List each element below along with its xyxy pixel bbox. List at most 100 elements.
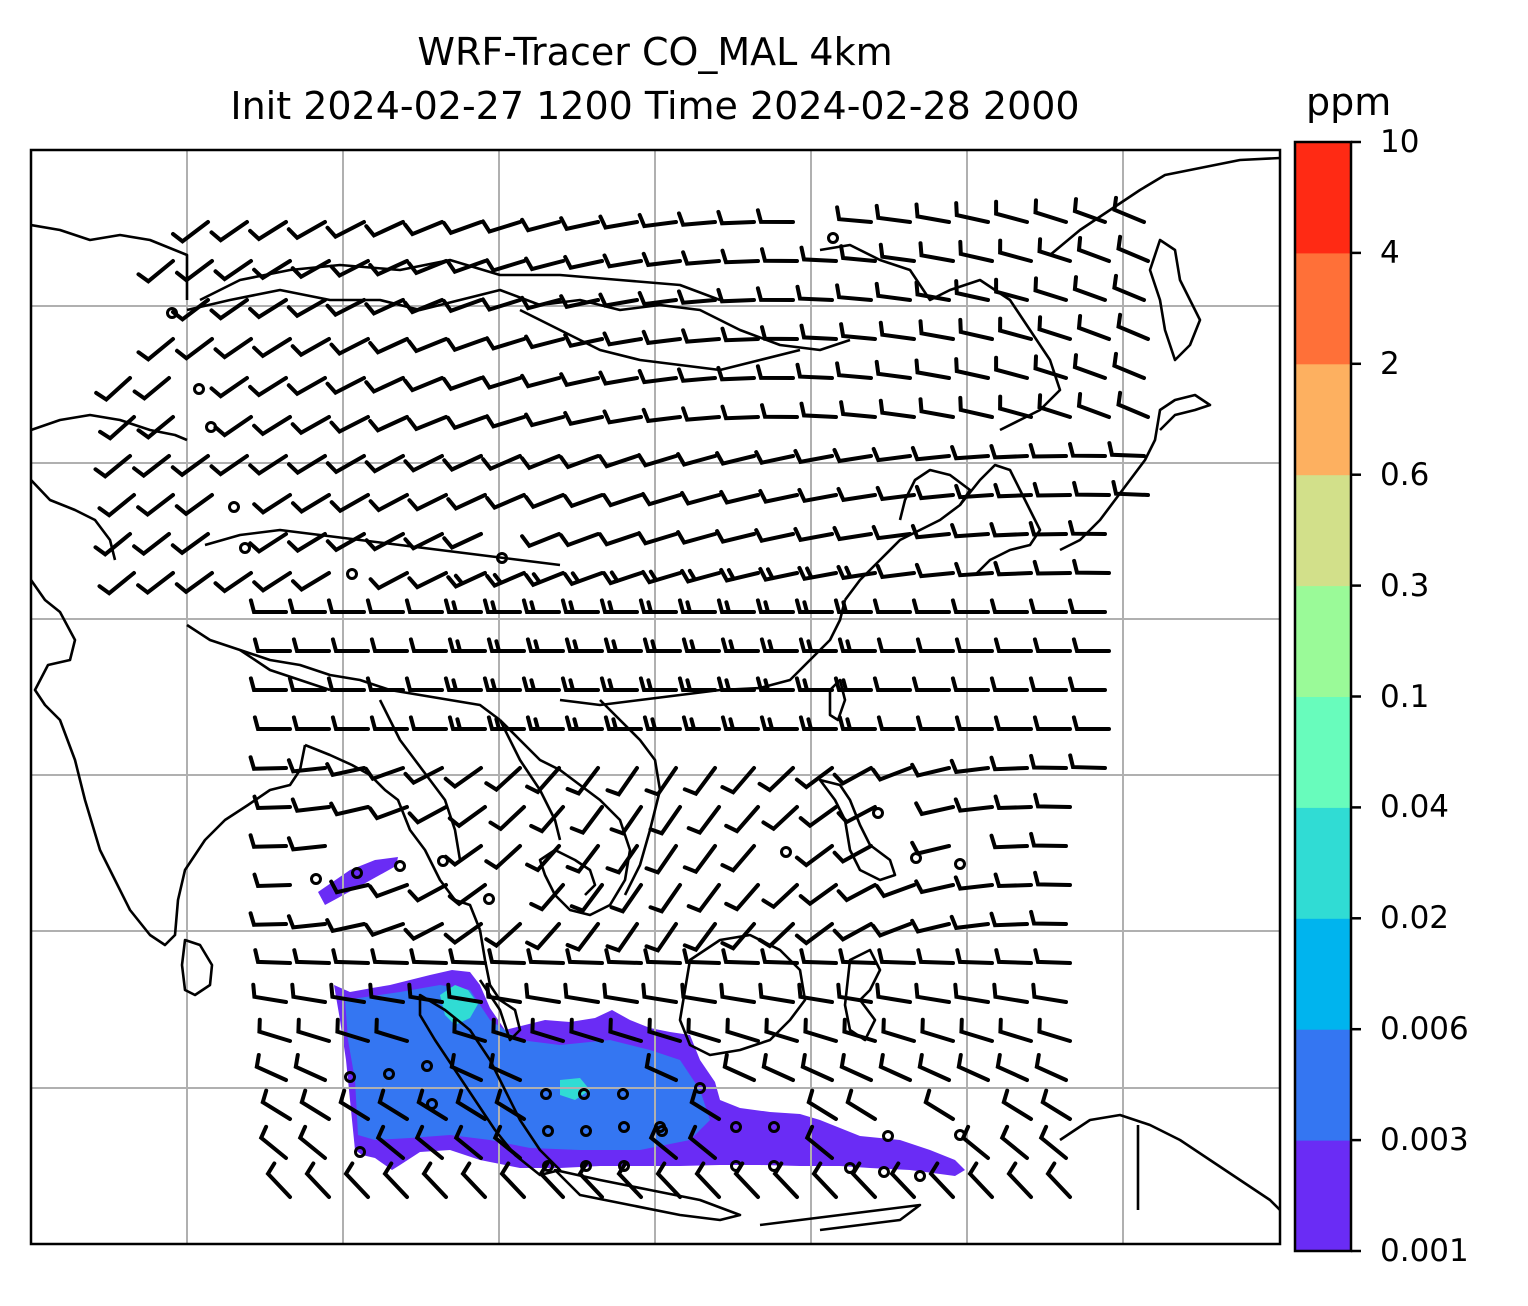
wind-barb bbox=[325, 918, 366, 934]
wind-barb bbox=[799, 401, 838, 419]
wind-barb bbox=[364, 766, 405, 782]
coast-sumatra bbox=[418, 993, 562, 1177]
wind-barb bbox=[520, 532, 561, 549]
wind-barb bbox=[616, 1161, 643, 1199]
wind-barb bbox=[1032, 637, 1072, 653]
wind-barb bbox=[953, 982, 990, 1004]
wind-barb bbox=[290, 337, 331, 358]
wind-barb bbox=[910, 446, 951, 462]
wind-barb bbox=[484, 844, 522, 871]
wind-barb bbox=[725, 1017, 760, 1043]
wind-barb bbox=[443, 844, 483, 868]
coast-borneo bbox=[678, 933, 807, 1057]
wind-barb bbox=[889, 1161, 916, 1199]
wind-barb bbox=[798, 715, 838, 731]
wind-barb bbox=[486, 715, 526, 731]
coast-japan bbox=[1059, 393, 1212, 552]
wind-barb bbox=[530, 1017, 565, 1043]
wind-barb bbox=[989, 755, 1029, 772]
wind-barb bbox=[999, 1124, 1029, 1160]
wind-barb bbox=[520, 373, 561, 389]
coast-new-guinea bbox=[1059, 1113, 1280, 1211]
wind-barb bbox=[286, 836, 327, 852]
wind-barb bbox=[954, 561, 994, 578]
wind-barb bbox=[171, 220, 210, 244]
plume-mid-band bbox=[345, 985, 710, 1150]
wind-barb bbox=[252, 872, 292, 889]
wind-barb bbox=[872, 598, 912, 614]
wind-barb bbox=[724, 805, 760, 834]
wind-barb bbox=[956, 1053, 990, 1082]
wind-barb bbox=[343, 1161, 370, 1199]
wind-barb bbox=[998, 394, 1033, 419]
wind-barb bbox=[492, 1124, 522, 1160]
wind-barb bbox=[719, 490, 760, 505]
wind-barb bbox=[1033, 276, 1068, 302]
wind-barb bbox=[1072, 480, 1111, 497]
wind-barb bbox=[330, 637, 370, 653]
wind-barb bbox=[564, 715, 604, 731]
wind-barb bbox=[836, 982, 873, 1004]
wind-barb bbox=[637, 291, 678, 307]
coast-vietnam bbox=[599, 699, 662, 896]
wind-barb bbox=[368, 883, 409, 899]
colorbar-tick-label: 4 bbox=[1380, 234, 1400, 271]
wind-barb bbox=[598, 292, 639, 308]
wind-barb bbox=[638, 676, 678, 692]
wind-barb bbox=[757, 922, 795, 949]
wind-barb bbox=[481, 219, 522, 234]
wind-barb bbox=[170, 532, 210, 556]
wind-barb bbox=[598, 370, 639, 386]
wind-barb bbox=[720, 844, 756, 873]
wind-barb bbox=[759, 637, 799, 653]
calm-wind-marker bbox=[618, 1121, 630, 1133]
wind-barb bbox=[605, 844, 639, 875]
wind-barb bbox=[914, 202, 951, 224]
wind-barb bbox=[754, 450, 795, 465]
colorbar-tick-label: 10 bbox=[1380, 124, 1420, 160]
wind-barb bbox=[798, 805, 838, 829]
wind-barb bbox=[290, 982, 327, 1004]
colorbar-tick-label: 0.04 bbox=[1380, 789, 1450, 826]
wind-barb bbox=[368, 571, 409, 591]
wind-barb bbox=[689, 1088, 721, 1121]
wind-barb bbox=[485, 571, 526, 589]
wind-barb bbox=[136, 493, 175, 518]
wind-barb bbox=[681, 250, 721, 266]
wind-barb bbox=[641, 329, 682, 346]
wind-barb bbox=[338, 1088, 370, 1121]
wind-barb bbox=[304, 1161, 331, 1199]
wind-barb bbox=[720, 326, 760, 343]
wind-barb bbox=[681, 406, 721, 422]
wind-barb bbox=[811, 1161, 838, 1199]
wind-barb bbox=[872, 676, 912, 692]
colorbar-segment bbox=[1295, 585, 1351, 697]
wind-barb bbox=[260, 1088, 292, 1121]
wind-barb bbox=[287, 454, 327, 476]
wind-barb bbox=[954, 201, 990, 224]
wind-barb bbox=[797, 982, 834, 1004]
wind-barb bbox=[1028, 598, 1068, 614]
wind-barb bbox=[254, 1053, 288, 1082]
wind-barb bbox=[1031, 982, 1068, 1004]
wind-barb bbox=[98, 415, 136, 441]
wind-barb bbox=[136, 571, 175, 596]
wind-barb bbox=[577, 1161, 604, 1199]
wind-barb bbox=[1068, 520, 1107, 536]
calm-wind-marker bbox=[542, 1125, 554, 1137]
wind-barb bbox=[910, 762, 951, 778]
wind-barb bbox=[525, 715, 565, 731]
wind-barb bbox=[733, 1161, 760, 1199]
wind-barb bbox=[364, 532, 405, 552]
wind-barb bbox=[871, 922, 912, 938]
wind-barb bbox=[876, 637, 916, 653]
wind-barb bbox=[368, 337, 409, 355]
wind-barb bbox=[877, 948, 916, 965]
wind-barb bbox=[403, 922, 444, 942]
wind-barb bbox=[953, 797, 994, 813]
wind-barb bbox=[369, 637, 409, 653]
wind-barb bbox=[293, 1053, 327, 1082]
wind-barb bbox=[715, 451, 756, 466]
wind-barb bbox=[407, 259, 448, 276]
wind-barb bbox=[447, 883, 487, 907]
